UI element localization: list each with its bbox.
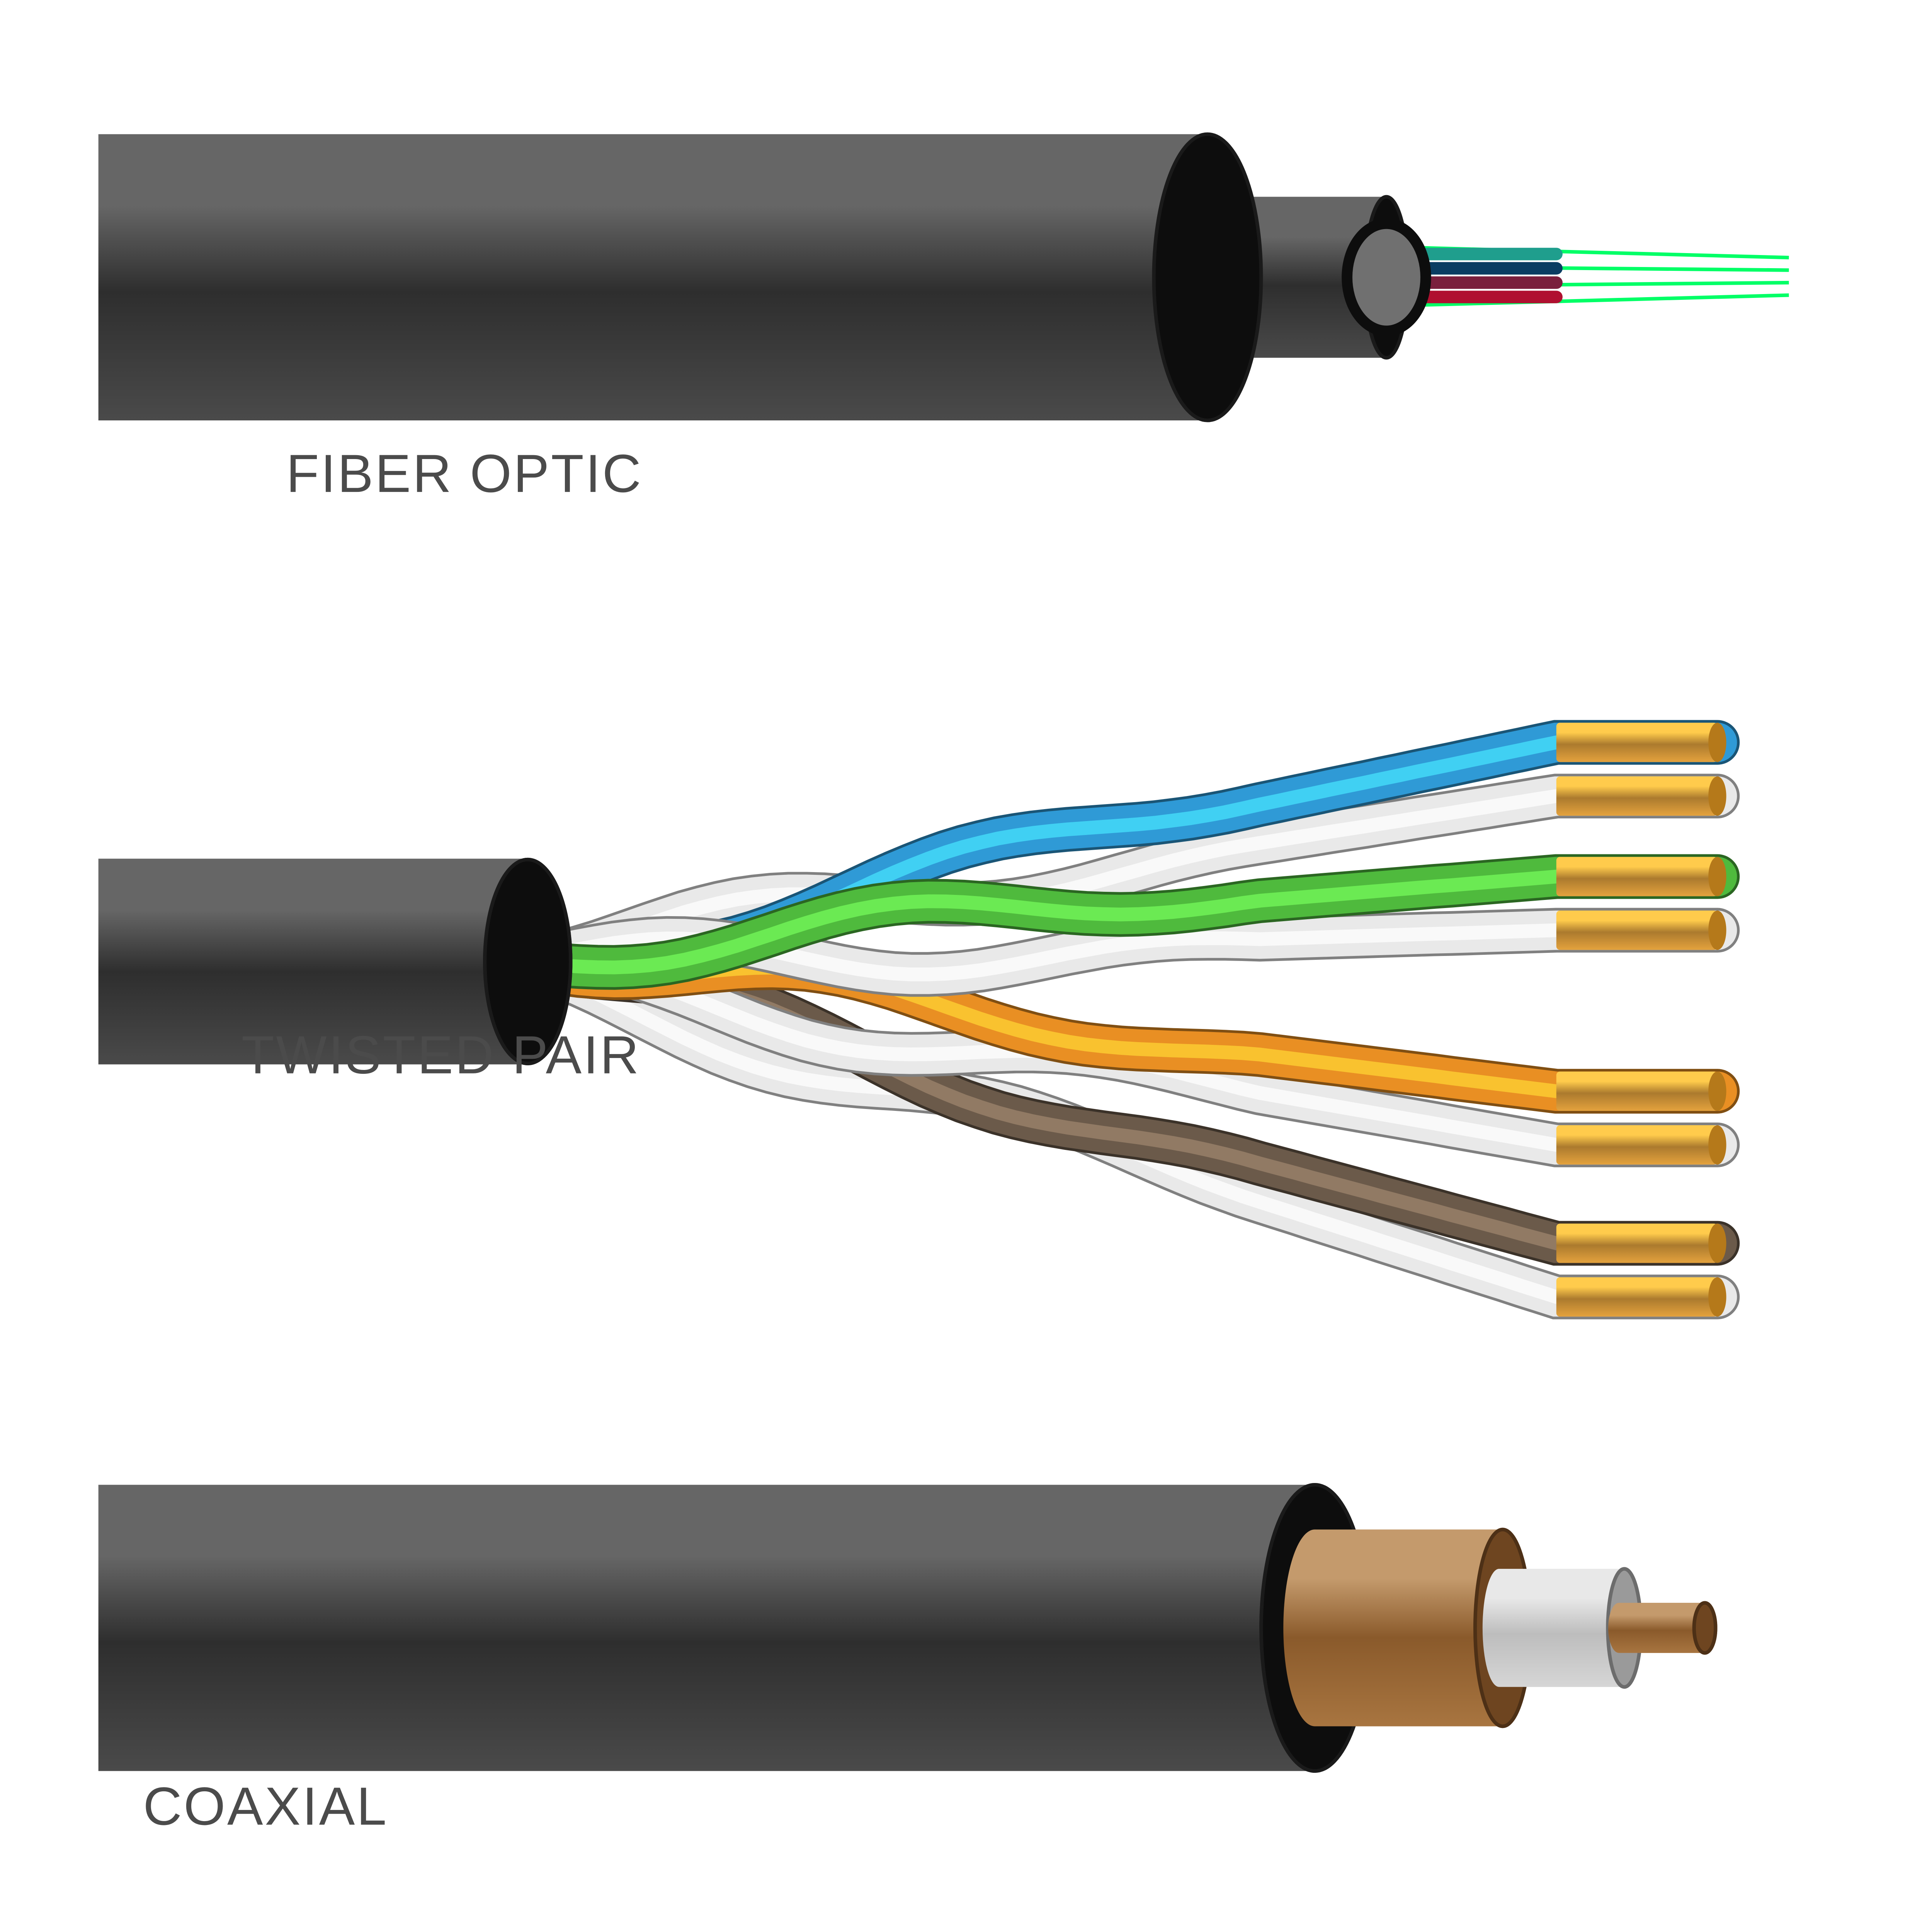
fiber-optic-label: FIBER OPTIC [286, 444, 643, 503]
coaxial-label: COAXIAL [143, 1776, 388, 1836]
copper-tip [1556, 776, 1718, 816]
twisted-pair-cable [99, 723, 1726, 1316]
coaxial-cable [99, 1485, 1716, 1771]
copper-tip [1556, 1277, 1718, 1317]
twisted-pair-label: TWISTED PAIR [242, 1025, 641, 1085]
copper-tip [1556, 857, 1718, 896]
coax-core [1694, 1603, 1716, 1653]
fiber-core-face [1347, 224, 1426, 331]
copper-tip [1556, 910, 1718, 950]
copper-tip [1556, 1125, 1718, 1165]
copper-tip [1556, 1071, 1718, 1111]
copper-tip [1556, 723, 1718, 762]
fiber-optic-cable [99, 134, 1789, 420]
copper-tip [1556, 1224, 1718, 1263]
